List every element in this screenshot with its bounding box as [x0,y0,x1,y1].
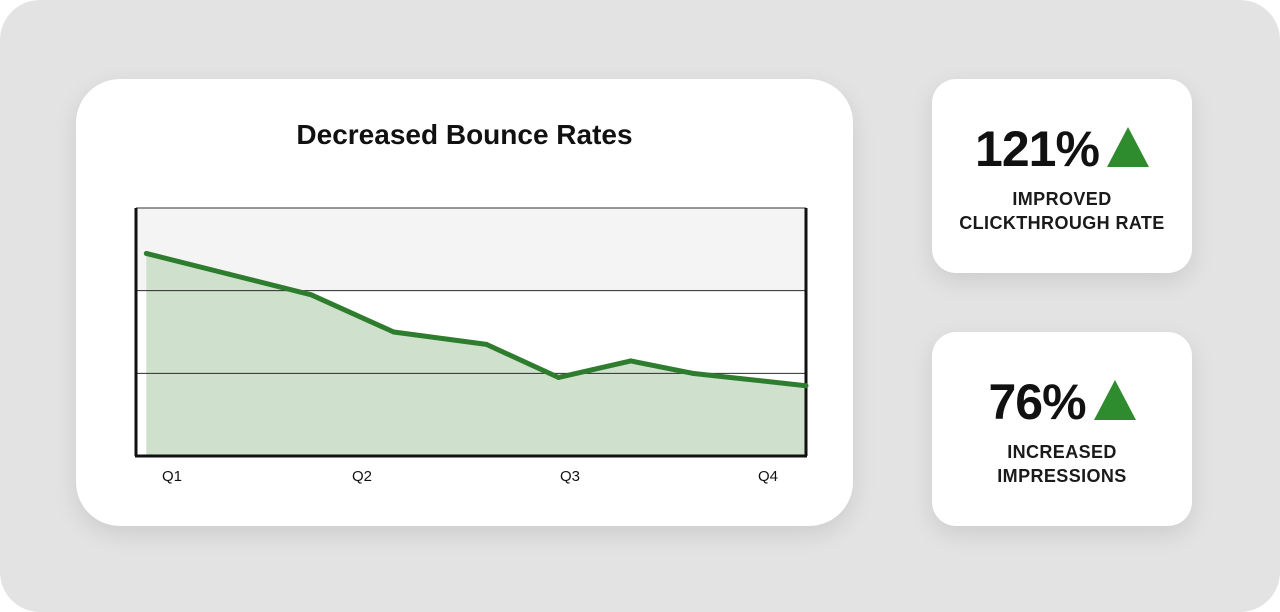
stat-label: INCREASED IMPRESSIONS [932,440,1192,488]
x-tick-label: Q4 [758,468,778,485]
chart-card: Decreased Bounce Rates Q1 Q2 Q3 Q4 [76,79,853,526]
x-tick-label: Q3 [560,468,580,485]
data-point [143,250,149,256]
stat-label-line: CLICKTHROUGH RATE [959,213,1165,233]
bounce-rate-chart: Q1 Q2 Q3 Q4 [134,207,809,485]
stat-card-impressions: 76% INCREASED IMPRESSIONS [932,332,1192,526]
data-point [226,271,232,277]
data-point [690,370,696,376]
data-point [556,374,562,380]
stat-label-line: IMPRESSIONS [997,466,1127,486]
stat-value: 121% [975,121,1100,177]
stat-label-line: INCREASED [1007,442,1117,462]
area-fill [146,253,807,456]
up-triangle-icon [1093,380,1136,420]
data-point [308,292,314,298]
chart-title: Decreased Bounce Rates [296,119,633,150]
x-tick-label: Q1 [162,468,182,485]
x-tick-label: Q2 [352,468,372,485]
stat-label-line: IMPROVED [1012,189,1112,209]
data-point [483,341,489,347]
up-triangle-icon [1106,127,1149,167]
data-point [391,329,397,335]
data-point [803,383,809,389]
stat-label: IMPROVED CLICKTHROUGH RATE [932,187,1192,235]
stat-value-row: 121% [932,119,1192,179]
stat-value-row: 76% [932,372,1192,432]
data-point [628,358,634,364]
stat-card-clickthrough: 121% IMPROVED CLICKTHROUGH RATE [932,79,1192,273]
stat-value: 76% [988,374,1086,430]
